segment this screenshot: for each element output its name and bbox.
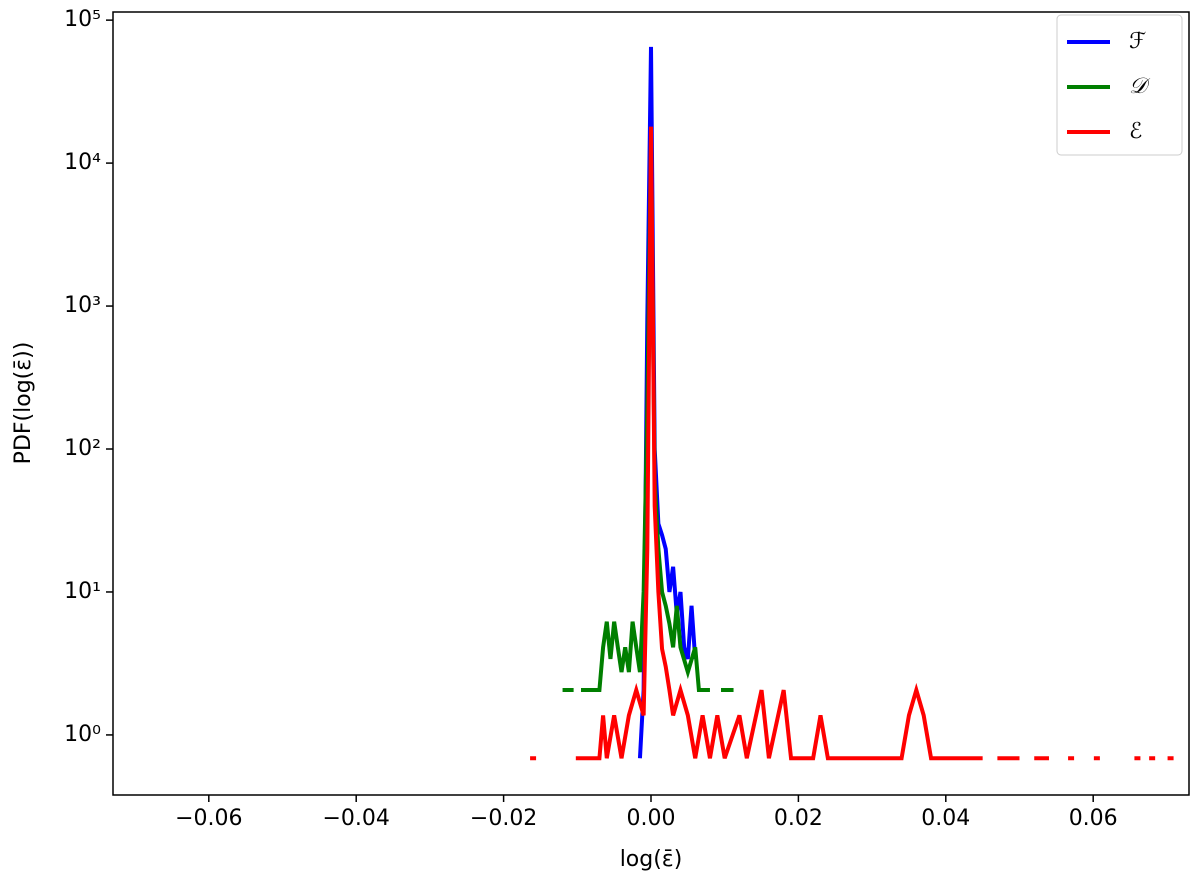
y-tick-label: 10⁰ — [64, 722, 101, 747]
x-tick-label: −0.04 — [322, 806, 389, 831]
y-tick-label: 10³ — [64, 293, 101, 318]
x-tick-label: −0.06 — [175, 806, 242, 831]
y-tick-label: 10¹ — [64, 579, 101, 604]
y-tick-label: 10² — [64, 436, 101, 461]
y-tick-label: 10⁴ — [64, 150, 101, 175]
x-tick-label: 0.04 — [921, 806, 970, 831]
x-tick-label: −0.02 — [470, 806, 537, 831]
x-axis-label: log(ε̄) — [620, 847, 683, 872]
plot-frame — [112, 11, 1190, 796]
legend-label: ℰ — [1129, 119, 1142, 144]
x-tick-label: 0.06 — [1069, 806, 1118, 831]
y-tick-label: 10⁵ — [64, 7, 101, 32]
legend-box — [1056, 14, 1183, 156]
x-tick-label: 0.02 — [774, 806, 823, 831]
legend-label: 𝒟 — [1129, 74, 1151, 99]
legend-label: ℱ — [1129, 29, 1146, 54]
x-tick-label: 0.00 — [627, 806, 676, 831]
series-line — [530, 126, 1174, 761]
series-line — [562, 137, 734, 693]
y-axis-label: PDF(log(ε̄)) — [11, 342, 36, 465]
